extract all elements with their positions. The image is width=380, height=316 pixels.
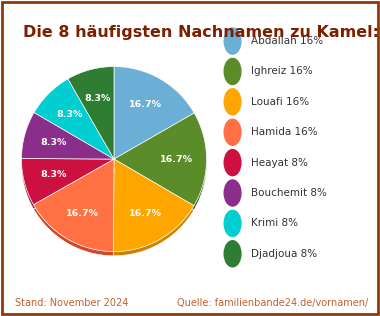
Circle shape <box>224 180 241 206</box>
Circle shape <box>224 28 241 54</box>
Text: Quelle: familienbande24.de/vornamen/: Quelle: familienbande24.de/vornamen/ <box>177 298 369 308</box>
Text: Hamida 16%: Hamida 16% <box>251 127 317 137</box>
Circle shape <box>224 119 241 145</box>
Text: Abdallah 16%: Abdallah 16% <box>251 36 323 46</box>
Text: 16.7%: 16.7% <box>160 155 193 164</box>
Wedge shape <box>22 159 114 205</box>
Text: Bouchemit 8%: Bouchemit 8% <box>251 188 327 198</box>
Text: 8.3%: 8.3% <box>85 94 111 103</box>
Wedge shape <box>113 163 194 256</box>
Wedge shape <box>68 67 114 159</box>
Text: 16.7%: 16.7% <box>129 100 162 109</box>
Wedge shape <box>22 112 114 159</box>
Text: 8.3%: 8.3% <box>40 170 66 179</box>
Wedge shape <box>114 113 206 206</box>
Text: Die 8 häufigsten Nachnamen zu Kamel:: Die 8 häufigsten Nachnamen zu Kamel: <box>23 25 379 40</box>
Wedge shape <box>114 117 206 210</box>
Circle shape <box>224 210 241 236</box>
Circle shape <box>224 241 241 267</box>
Wedge shape <box>113 159 194 252</box>
Text: 16.7%: 16.7% <box>129 209 162 218</box>
Text: 8.3%: 8.3% <box>40 138 66 147</box>
Text: Krimi 8%: Krimi 8% <box>251 218 298 228</box>
Wedge shape <box>34 79 114 159</box>
Text: Ighreiz 16%: Ighreiz 16% <box>251 66 312 76</box>
Text: Djadjoua 8%: Djadjoua 8% <box>251 249 317 259</box>
Wedge shape <box>22 163 114 209</box>
Wedge shape <box>33 159 114 252</box>
Wedge shape <box>33 163 114 256</box>
Text: 8.3%: 8.3% <box>57 110 83 119</box>
Text: Stand: November 2024: Stand: November 2024 <box>15 298 128 308</box>
Circle shape <box>224 149 241 176</box>
Circle shape <box>224 89 241 115</box>
Text: Heayat 8%: Heayat 8% <box>251 158 308 167</box>
Wedge shape <box>114 71 194 163</box>
Wedge shape <box>34 83 114 163</box>
Wedge shape <box>68 71 114 163</box>
Wedge shape <box>22 117 114 163</box>
Wedge shape <box>114 67 194 159</box>
Text: 16.7%: 16.7% <box>66 209 99 218</box>
Text: Louafi 16%: Louafi 16% <box>251 97 309 107</box>
Circle shape <box>224 58 241 84</box>
